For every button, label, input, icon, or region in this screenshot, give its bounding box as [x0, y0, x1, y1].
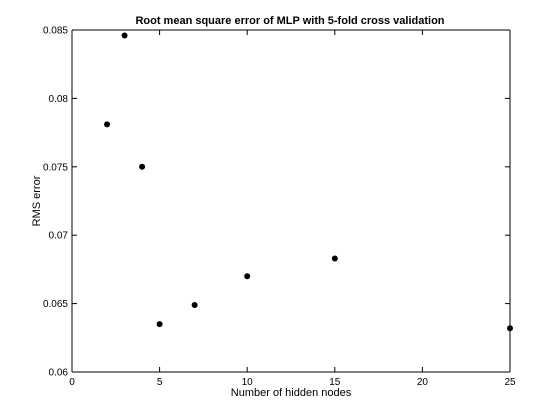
x-ticks: 0 5 10 15 20 25 — [69, 30, 516, 388]
data-point — [191, 301, 198, 308]
axes — [71, 29, 511, 373]
y-tick-label: 0.08 — [49, 94, 69, 105]
data-point — [331, 255, 338, 262]
chart-title: Root mean square error of MLP with 5-fol… — [135, 15, 444, 27]
data-point — [139, 163, 146, 170]
y-ticks: 0.06 0.065 0.07 0.075 0.08 0.085 — [43, 26, 510, 379]
y-tick-label: 0.085 — [43, 26, 68, 37]
x-tick-label: 20 — [417, 377, 429, 388]
y-tick-label: 0.06 — [49, 368, 69, 379]
y-tick-label: 0.065 — [43, 299, 68, 310]
y-axis-label: RMS error — [31, 175, 43, 226]
x-tick-label: 15 — [329, 377, 341, 388]
x-tick-label: 0 — [69, 377, 75, 388]
x-tick-label: 5 — [157, 377, 163, 388]
y-tick-label: 0.075 — [43, 162, 68, 173]
data-point — [244, 273, 251, 280]
x-axis-label: Number of hidden nodes — [231, 387, 352, 399]
data-points — [104, 32, 513, 332]
data-point — [156, 321, 163, 328]
data-point — [104, 121, 111, 128]
data-point — [121, 32, 128, 39]
y-tick-label: 0.07 — [49, 231, 69, 242]
x-tick-label: 10 — [242, 377, 254, 388]
x-tick-label: 25 — [504, 377, 516, 388]
data-point — [507, 325, 513, 332]
